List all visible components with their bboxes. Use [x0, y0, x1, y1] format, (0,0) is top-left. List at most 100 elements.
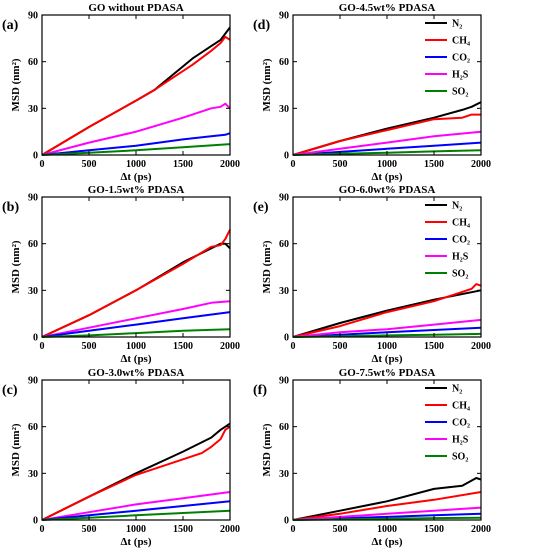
series-line-co	[41, 500, 231, 521]
x-tick-label: 500	[82, 341, 97, 352]
panel-label: (e)	[253, 200, 269, 215]
legend-label: N₂	[452, 19, 462, 30]
series-line-hs	[292, 318, 482, 338]
x-tick-label: 1500	[424, 159, 444, 170]
series-line-ch	[41, 35, 231, 156]
y-axis-label: MSD (nm²)	[10, 240, 22, 293]
legend-label: CH₄	[452, 218, 470, 229]
x-tick-label: 1500	[173, 341, 193, 352]
legend-label: H₂S	[452, 70, 469, 81]
x-tick-label: 0	[291, 341, 296, 352]
series-line-hs	[41, 102, 231, 156]
panel-title: GO-4.5wt% PDASA	[339, 2, 436, 14]
panel-b: 0 30 60 90 0 500 1000 1500 2000 GO-1.5wt% PDASA Δt…	[2, 184, 240, 365]
y-tick-label: 0	[33, 333, 38, 344]
series-line-ch	[292, 491, 482, 521]
legend-label: CO₂	[452, 235, 470, 246]
legend: N₂ CH₄ CO₂ H₂S SO₂	[425, 19, 470, 98]
legend-label: H₂S	[452, 252, 469, 263]
y-tick-label: 90	[279, 376, 289, 387]
series-line-co	[41, 132, 231, 156]
x-tick-label: 0	[40, 524, 45, 535]
legend-label: SO₂	[452, 269, 468, 280]
x-tick-label: 1500	[424, 524, 444, 535]
series-line-ch	[292, 283, 482, 338]
y-tick-label: 60	[279, 239, 289, 250]
x-tick-label: 2000	[471, 159, 491, 170]
panel-title: GO-3.0wt% PDASA	[88, 367, 185, 379]
y-tick-label: 30	[279, 286, 289, 297]
series-line-n	[292, 477, 482, 521]
legend-label: CH₄	[452, 36, 470, 47]
plot-frame	[41, 379, 231, 521]
panel-e: 0 30 60 90 0 500 1000 1500 2000 GO-6.0wt% PDASA Δt…	[253, 184, 491, 365]
x-axis-label: Δt (ps)	[371, 353, 402, 365]
x-tick-label: 2000	[471, 524, 491, 535]
y-axis-label: MSD (nm²)	[10, 423, 22, 476]
y-tick-label: 0	[284, 333, 289, 344]
y-tick-label: 0	[284, 516, 289, 527]
x-tick-label: 0	[291, 524, 296, 535]
y-tick-label: 30	[28, 104, 38, 115]
y-tick-label: 0	[284, 151, 289, 162]
legend-label: CH₄	[452, 401, 470, 412]
y-tick-label: 0	[33, 151, 38, 162]
series-line-hs	[292, 506, 482, 521]
series-line-ch	[41, 425, 231, 521]
x-tick-label: 2000	[220, 341, 240, 352]
y-axis-label: MSD (nm²)	[261, 58, 273, 111]
legend-label: H₂S	[452, 435, 469, 446]
y-tick-label: 30	[28, 286, 38, 297]
series-line-n	[41, 26, 231, 156]
x-tick-label: 1500	[424, 341, 444, 352]
x-tick-label: 500	[82, 159, 97, 170]
legend-label: SO₂	[452, 87, 468, 98]
series-line-ch	[41, 229, 231, 338]
panel-label: (b)	[2, 200, 19, 215]
y-tick-label: 60	[28, 239, 38, 250]
panel-title: GO without PDASA	[88, 2, 183, 14]
legend: N₂ CH₄ CO₂ H₂S SO₂	[425, 201, 470, 280]
series-line-co	[41, 311, 231, 338]
series-line-hs	[41, 300, 231, 338]
x-tick-label: 2000	[471, 341, 491, 352]
series-line-so	[41, 143, 231, 156]
y-tick-label: 90	[28, 11, 38, 22]
panel-label: (c)	[2, 383, 18, 398]
y-tick-label: 90	[28, 376, 38, 387]
panel-title: GO-1.5wt% PDASA	[88, 184, 185, 196]
x-tick-label: 0	[291, 159, 296, 170]
x-axis-label: Δt (ps)	[120, 536, 151, 548]
x-axis-label: Δt (ps)	[120, 171, 151, 183]
y-tick-label: 90	[279, 11, 289, 22]
x-tick-label: 1000	[377, 159, 397, 170]
x-axis-label: Δt (ps)	[120, 353, 151, 365]
series-line-hs	[41, 491, 231, 521]
plot-frame	[41, 14, 231, 156]
series-line-co	[292, 141, 482, 156]
x-tick-label: 500	[82, 524, 97, 535]
y-tick-label: 60	[279, 422, 289, 433]
x-tick-label: 1000	[126, 159, 146, 170]
y-axis-label: MSD (nm²)	[261, 240, 273, 293]
panel-title: GO-6.0wt% PDASA	[339, 184, 436, 196]
x-tick-label: 0	[40, 341, 45, 352]
series-line-hs	[292, 130, 482, 156]
x-tick-label: 500	[333, 341, 348, 352]
x-tick-label: 2000	[220, 524, 240, 535]
series-line-ch	[292, 113, 481, 156]
legend: N₂ CH₄ CO₂ H₂S SO₂	[425, 384, 470, 463]
panel-f: 0 30 60 90 0 500 1000 1500 2000 GO-7.5wt% PDASA Δt…	[253, 367, 491, 548]
x-axis-label: Δt (ps)	[371, 536, 402, 548]
panel-label: (a)	[2, 18, 19, 33]
x-tick-label: 1000	[377, 341, 397, 352]
x-tick-label: 1500	[173, 159, 193, 170]
y-tick-label: 90	[28, 193, 38, 204]
y-tick-label: 30	[28, 469, 38, 480]
x-tick-label: 1000	[126, 524, 146, 535]
y-tick-label: 0	[33, 516, 38, 527]
y-tick-label: 30	[279, 469, 289, 480]
legend-label: N₂	[452, 384, 462, 395]
